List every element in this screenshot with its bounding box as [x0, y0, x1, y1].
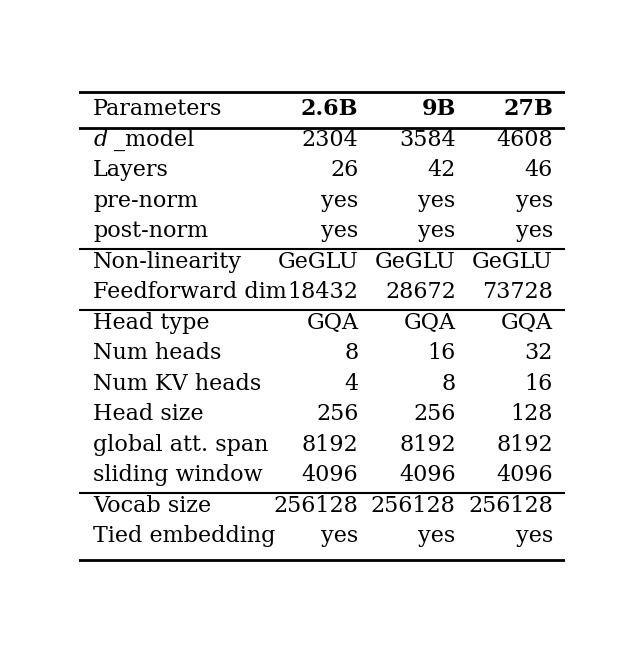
- Text: yes: yes: [516, 190, 553, 212]
- Text: 28672: 28672: [385, 281, 456, 303]
- Text: GeGLU: GeGLU: [278, 251, 359, 273]
- Text: GeGLU: GeGLU: [472, 251, 553, 273]
- Text: yes: yes: [516, 220, 553, 242]
- Text: Head size: Head size: [93, 403, 203, 425]
- Text: _model: _model: [114, 129, 194, 151]
- Text: 4608: 4608: [496, 129, 553, 151]
- Text: 8192: 8192: [301, 433, 359, 455]
- Text: Num KV heads: Num KV heads: [93, 373, 261, 395]
- Text: 73728: 73728: [482, 281, 553, 303]
- Text: yes: yes: [321, 190, 359, 212]
- Text: Vocab size: Vocab size: [93, 495, 211, 517]
- Text: yes: yes: [418, 525, 456, 547]
- Text: 16: 16: [525, 373, 553, 395]
- Text: 4: 4: [344, 373, 359, 395]
- Text: sliding window: sliding window: [93, 464, 263, 486]
- Text: global att. span: global att. span: [93, 433, 269, 455]
- Text: Layers: Layers: [93, 159, 169, 181]
- Text: Feedforward dim: Feedforward dim: [93, 281, 287, 303]
- Text: yes: yes: [321, 220, 359, 242]
- Text: Non-linearity: Non-linearity: [93, 251, 242, 273]
- Text: post-norm: post-norm: [93, 220, 208, 242]
- Text: yes: yes: [418, 190, 456, 212]
- Text: 8: 8: [344, 342, 359, 364]
- Text: GQA: GQA: [306, 311, 359, 333]
- Text: 32: 32: [524, 342, 553, 364]
- Text: 2.6B: 2.6B: [301, 98, 359, 120]
- Text: pre-norm: pre-norm: [93, 190, 198, 212]
- Text: 2304: 2304: [301, 129, 359, 151]
- Text: GQA: GQA: [404, 311, 456, 333]
- Text: 128: 128: [511, 403, 553, 425]
- Text: 256: 256: [413, 403, 456, 425]
- Text: 42: 42: [428, 159, 456, 181]
- Text: 9B: 9B: [421, 98, 456, 120]
- Text: Parameters: Parameters: [93, 98, 222, 120]
- Text: 18432: 18432: [288, 281, 359, 303]
- Text: yes: yes: [516, 525, 553, 547]
- Text: 4096: 4096: [301, 464, 359, 486]
- Text: 256128: 256128: [371, 495, 456, 517]
- Text: Head type: Head type: [93, 311, 210, 333]
- Text: 256128: 256128: [468, 495, 553, 517]
- Text: 256128: 256128: [273, 495, 359, 517]
- Text: 46: 46: [525, 159, 553, 181]
- Text: GeGLU: GeGLU: [375, 251, 456, 273]
- Text: d: d: [93, 129, 107, 151]
- Text: 26: 26: [330, 159, 359, 181]
- Text: 8192: 8192: [399, 433, 456, 455]
- Text: 256: 256: [316, 403, 359, 425]
- Text: 3584: 3584: [399, 129, 456, 151]
- Text: 8: 8: [441, 373, 456, 395]
- Text: yes: yes: [418, 220, 456, 242]
- Text: 27B: 27B: [503, 98, 553, 120]
- Text: 4096: 4096: [399, 464, 456, 486]
- Text: Num heads: Num heads: [93, 342, 222, 364]
- Text: Tied embedding: Tied embedding: [93, 525, 276, 547]
- Text: GQA: GQA: [501, 311, 553, 333]
- Text: 16: 16: [428, 342, 456, 364]
- Text: 8192: 8192: [496, 433, 553, 455]
- Text: 4096: 4096: [496, 464, 553, 486]
- Text: yes: yes: [321, 525, 359, 547]
